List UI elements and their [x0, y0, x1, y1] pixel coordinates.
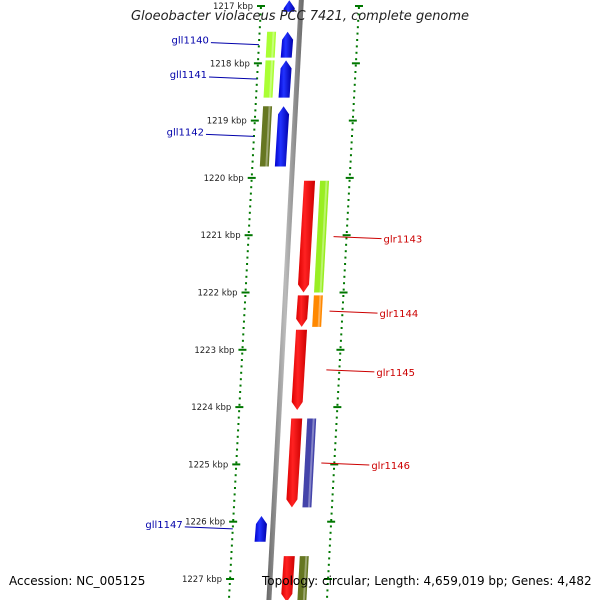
- gene-label-leader: [210, 42, 259, 46]
- gene-arrow[interactable]: [291, 329, 308, 410]
- genome-summary-text: Topology: circular; Length: 4,659,019 bp…: [262, 574, 592, 588]
- gene-arrow[interactable]: [278, 60, 292, 98]
- gene-label-leader: [209, 76, 258, 80]
- tick-label: 1226 kbp: [185, 518, 225, 528]
- cog-category-bar: [263, 60, 275, 98]
- gene-arrow[interactable]: [254, 515, 267, 542]
- gene-arrow[interactable]: [296, 295, 309, 327]
- gene-arrow[interactable]: [286, 418, 303, 508]
- cog-bar-highlight: [302, 556, 308, 602]
- gene-label-leader: [333, 236, 382, 240]
- gene-arrow[interactable]: [281, 556, 295, 602]
- accession-text: Accession: NC_005125: [9, 574, 146, 588]
- tick-label: 1224 kbp: [191, 403, 231, 413]
- cog-bar-highlight: [271, 31, 275, 58]
- tick-label: 1227 kbp: [182, 575, 222, 585]
- gene-label[interactable]: glr1143: [384, 235, 423, 246]
- gene-label[interactable]: glr1145: [376, 368, 415, 379]
- gene-arrow[interactable]: [274, 106, 290, 167]
- tick-label: 1220 kbp: [204, 174, 244, 184]
- cog-bar-highlight: [317, 295, 322, 327]
- gene-label[interactable]: gll1142: [167, 127, 204, 138]
- cog-category-bar: [265, 31, 277, 58]
- tick-label: 1221 kbp: [201, 231, 241, 241]
- cog-category-bar: [314, 180, 330, 293]
- map-title: Gloeobacter violaceus PCC 7421, complete…: [130, 9, 470, 24]
- gene-label[interactable]: gll1140: [172, 36, 209, 47]
- cog-bar-highlight: [319, 180, 328, 293]
- tick-marks: 1217 kbp 1218 kbp 1219 kbp 1220 kbp 1221 kbp…: [182, 2, 363, 598]
- gene-label[interactable]: glr1146: [371, 461, 410, 472]
- gene-label-leader: [321, 462, 370, 466]
- gene-label-leader: [329, 310, 378, 314]
- tick-label: 1223 kbp: [194, 346, 234, 356]
- gene-features: [254, 0, 330, 602]
- cog-bar-highlight: [307, 418, 315, 508]
- tick-label: 1225 kbp: [188, 460, 228, 470]
- cog-category-bar: [312, 295, 323, 327]
- cog-category-bar: [302, 418, 317, 508]
- gene-label-leader: [184, 526, 233, 530]
- tick-label: 1217 kbp: [213, 2, 253, 12]
- tick-label: 1222 kbp: [197, 289, 237, 299]
- genome-backbone: [266, 0, 304, 604]
- gene-label[interactable]: glr1144: [380, 309, 419, 320]
- cog-category-bar: [297, 556, 309, 602]
- gene-arrow[interactable]: [280, 31, 294, 58]
- cog-category-bar: [259, 106, 273, 167]
- tick-label: 1219 kbp: [207, 117, 247, 127]
- gene-arrow[interactable]: [283, 0, 295, 12]
- cog-bar-highlight: [265, 106, 271, 167]
- gene-label-leader: [205, 133, 254, 137]
- tick-label: 1218 kbp: [210, 59, 250, 69]
- gene-label[interactable]: gll1141: [170, 70, 207, 81]
- gene-label-leader: [326, 369, 375, 373]
- gene-arrow[interactable]: [298, 180, 316, 293]
- gene-labels: gll1140 gll1141 gll1142 glr1143 glr1144 glr11…: [145, 36, 422, 531]
- gene-label[interactable]: gll1147: [145, 520, 182, 531]
- backbone: [266, 0, 304, 604]
- cog-bar-highlight: [269, 60, 274, 98]
